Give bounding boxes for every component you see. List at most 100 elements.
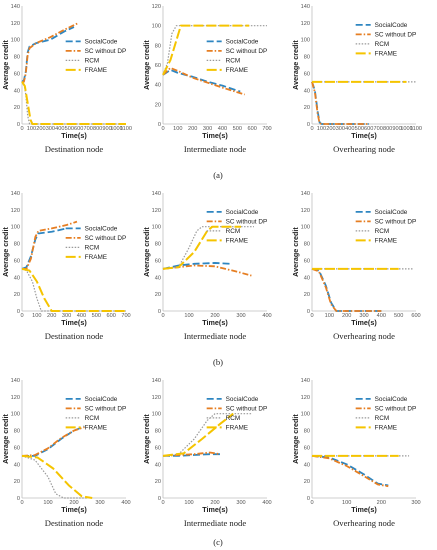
chart-panel-r2-c1: 0 20 40 60 80 100 120 140 0 100 200 300 400 500 600 700… — [1, 191, 131, 341]
y-tick-label: 20 — [304, 479, 310, 485]
panel-caption: Intermediate node — [184, 331, 246, 341]
x-tick-label: 700 — [84, 126, 93, 132]
y-tick-label: 60 — [155, 258, 161, 264]
legend-entry: SocialCode — [375, 22, 408, 29]
x-axis-label: Time(s) — [351, 505, 377, 514]
y-tick-label: 100 — [152, 24, 161, 30]
x-tick-label: 500 — [355, 126, 364, 132]
legend-entry: FRAME — [85, 254, 107, 261]
y-tick-label: 60 — [14, 445, 20, 451]
y-axis-label: Average credit — [291, 40, 300, 90]
x-tick-label: 500 — [394, 313, 403, 319]
legend-entry: RCM — [375, 41, 390, 48]
legend: SocialCode SC without DP RCM FRAME — [355, 209, 417, 245]
y-tick-label: 40 — [155, 83, 161, 89]
x-tick-label: 0 — [161, 500, 164, 506]
y-tick-label: 140 — [301, 4, 310, 10]
legend-entry: FRAME — [85, 425, 107, 432]
x-tick-label: 100 — [173, 126, 182, 132]
x-tick-label: 400 — [345, 126, 354, 132]
y-tick-label: 120 — [301, 208, 310, 214]
legend-entry: SC without DP — [375, 32, 417, 39]
legend-entry: SC without DP — [375, 219, 417, 226]
y-axis-label: Average credit — [1, 227, 10, 277]
panel-caption: Overhearing node — [333, 144, 395, 154]
x-tick-label: 200 — [69, 500, 78, 506]
y-tick-label: 20 — [155, 102, 161, 108]
chart-panel-r1-c2: 0 20 40 60 80 100 120 0 100 200 300 400 500 600 700 Tim… — [142, 4, 272, 154]
y-tick-label: 100 — [301, 225, 310, 231]
y-tick-label: 40 — [14, 462, 20, 468]
x-axis-label: Time(s) — [202, 131, 228, 140]
y-tick-label: 60 — [14, 71, 20, 77]
y-tick-label: 100 — [11, 225, 20, 231]
y-tick-label: 0 — [158, 122, 161, 128]
series-line-socialcode — [21, 227, 67, 270]
legend-entry: FRAME — [375, 425, 397, 432]
x-tick-label: 700 — [121, 313, 130, 319]
x-tick-label: 400 — [218, 126, 227, 132]
y-tick-label: 40 — [14, 88, 20, 94]
row-label: (a) — [213, 170, 223, 180]
x-axis-label: Time(s) — [202, 505, 228, 514]
series-line-rcm — [21, 81, 126, 125]
x-tick-label: 100 — [184, 313, 193, 319]
legend: SocialCode SC without DP RCM FRAME — [355, 22, 417, 58]
y-tick-label: 60 — [155, 445, 161, 451]
series-line-sc-without-dp — [162, 451, 221, 457]
series-line-rcm — [21, 268, 126, 312]
y-tick-label: 0 — [307, 496, 310, 502]
x-tick-label: 600 — [411, 313, 420, 319]
y-axis-label: Average credit — [142, 227, 151, 277]
series-line-frame — [21, 81, 126, 125]
x-tick-label: 300 — [236, 500, 245, 506]
legend: SocialCode SC without DP RCM FRAME — [206, 209, 267, 245]
series-line-socialcode — [162, 69, 241, 93]
legend-entry: FRAME — [85, 67, 107, 74]
x-tick-label: 300 — [62, 313, 71, 319]
y-tick-label: 80 — [14, 242, 20, 248]
chart-panel-r3-c3: 0 20 40 60 80 100 120 140 0 100 200 300 Time(s) Avera… — [291, 378, 421, 528]
legend: SocialCode SC without DP RCM FRAME — [65, 396, 127, 432]
y-axis-label: Average credit — [142, 414, 151, 464]
x-tick-label: 600 — [247, 126, 256, 132]
y-tick-label: 140 — [11, 191, 20, 197]
x-tick-label: 1100 — [120, 126, 132, 132]
legend-entry: SocialCode — [226, 39, 259, 46]
y-tick-label: 80 — [155, 242, 161, 248]
series-line-sc-without-dp — [22, 220, 78, 270]
legend-entry: RCM — [375, 228, 390, 235]
series-line-rcm — [21, 455, 87, 499]
x-tick-label: 100 — [342, 500, 351, 506]
x-tick-label: 0 — [161, 313, 164, 319]
x-tick-label: 100 — [325, 313, 334, 319]
y-tick-label: 0 — [307, 122, 310, 128]
x-tick-label: 200 — [210, 313, 219, 319]
series-line-socialcode — [162, 262, 231, 270]
x-tick-label: 300 — [46, 126, 55, 132]
legend-entry: SC without DP — [226, 48, 268, 55]
panel-caption: Destination node — [45, 144, 104, 154]
y-tick-label: 120 — [11, 208, 20, 214]
x-tick-label: 0 — [20, 126, 23, 132]
y-tick-label: 60 — [14, 258, 20, 264]
x-tick-label: 300 — [336, 126, 345, 132]
x-tick-label: 200 — [326, 126, 335, 132]
x-tick-label: 400 — [262, 500, 271, 506]
series-line-socialcode — [311, 267, 382, 312]
y-tick-label: 100 — [301, 38, 310, 44]
legend-entry: SC without DP — [85, 406, 127, 413]
legend-entry: RCM — [226, 415, 241, 422]
x-tick-label: 600 — [364, 126, 373, 132]
x-tick-label: 0 — [161, 126, 164, 132]
y-tick-label: 140 — [152, 191, 161, 197]
legend-entry: SC without DP — [85, 48, 127, 55]
legend: SocialCode SC without DP RCM FRAME — [355, 396, 416, 432]
series-line-socialcode — [21, 26, 75, 83]
x-tick-label: 300 — [411, 500, 420, 506]
x-tick-label: 300 — [359, 313, 368, 319]
x-tick-label: 300 — [203, 126, 212, 132]
legend: SocialCode SC without DP RCM FRAME — [65, 226, 126, 261]
y-tick-label: 20 — [155, 292, 161, 298]
